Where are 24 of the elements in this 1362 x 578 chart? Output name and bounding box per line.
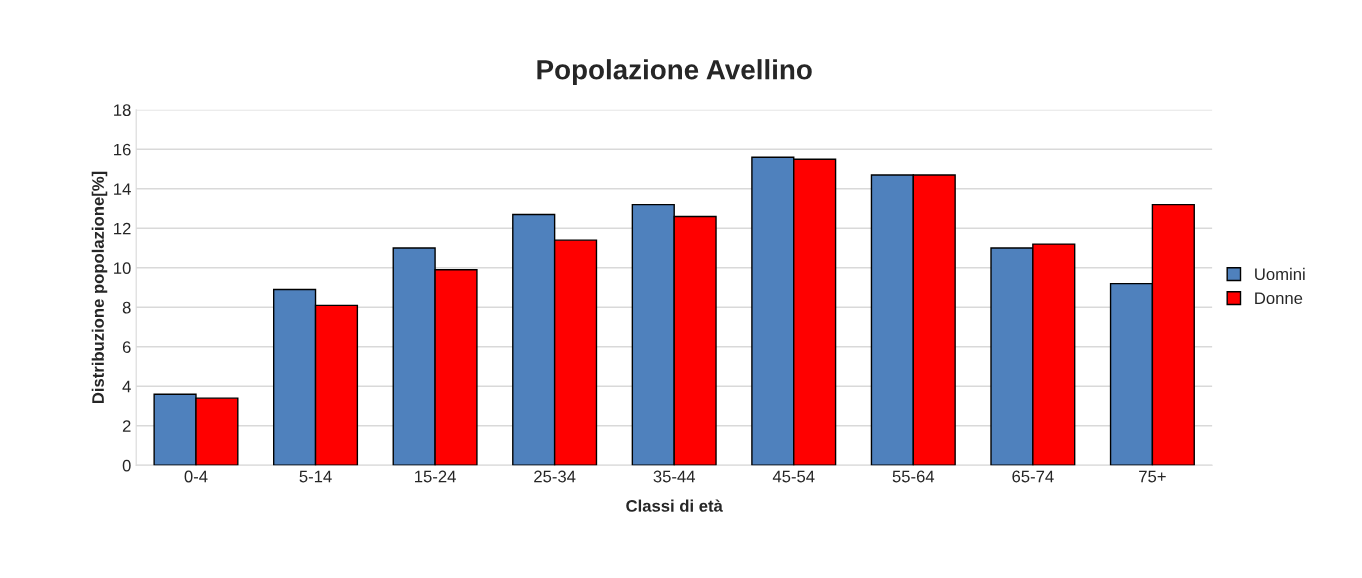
x-tick-label: 5-14 (299, 470, 332, 483)
x-tick-label: 75+ (1139, 470, 1166, 483)
x-tick-label: 65-74 (1012, 470, 1054, 483)
x-tick-label: 0-4 (184, 470, 208, 483)
legend-label: Donne (1255, 292, 1303, 305)
x-tick-label: 35-44 (653, 470, 696, 483)
chart-title: Popolazione Avellino (537, 59, 812, 86)
y-tick-label: 2 (122, 420, 131, 432)
y-tick-label: 4 (122, 380, 131, 393)
x-tick-label: 15-24 (415, 470, 456, 483)
y-tick-label: 14 (114, 183, 131, 195)
y-tick-label: 10 (114, 262, 131, 275)
y-tick-label: 18 (114, 104, 131, 117)
y-tick-label: 12 (114, 222, 131, 235)
x-tick-label: 45-54 (772, 470, 815, 483)
y-tick-label: 16 (114, 143, 131, 156)
x-axis-title: Classi di età (626, 499, 723, 512)
y-tick-label: 6 (122, 341, 131, 353)
legend-label: Uomini (1255, 267, 1305, 281)
y-tick-label: 0 (122, 459, 131, 472)
y-tick-label: 8 (122, 301, 131, 314)
x-tick-label: 25-34 (534, 470, 576, 483)
x-tick-label: 55-64 (892, 470, 935, 483)
y-axis-title: Distribuzione popolazione[%] (91, 171, 108, 404)
